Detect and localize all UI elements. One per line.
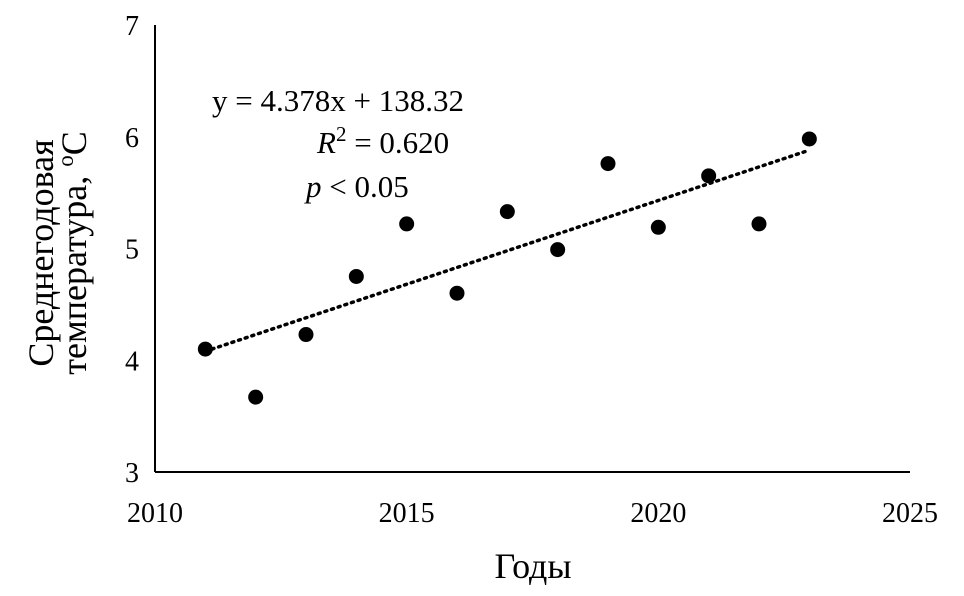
x-tick-label: 2015 xyxy=(379,498,435,529)
data-point xyxy=(751,216,767,232)
trendline-group xyxy=(203,148,812,354)
y-axis-title-line2: температура, oC xyxy=(53,131,94,375)
y-tick-label: 4 xyxy=(125,346,139,377)
r2-superscript: 2 xyxy=(336,122,347,146)
r2-symbol: R xyxy=(316,125,336,160)
data-point xyxy=(248,389,264,405)
y-axis-title-text: температура, xyxy=(54,167,94,375)
p-symbol: p xyxy=(304,169,322,204)
x-tick-labels: 2010 2015 2020 2025 xyxy=(127,498,938,529)
y-tick-label: 6 xyxy=(125,123,139,154)
data-point xyxy=(801,131,817,147)
r2-value: = 0.620 xyxy=(346,125,449,160)
degree-superscript: o xyxy=(53,155,78,167)
y-axis-title-line1: Среднегодовая xyxy=(21,139,61,366)
unit-celsius: C xyxy=(54,131,94,155)
x-tick-label: 2010 xyxy=(127,498,183,529)
data-point xyxy=(298,327,314,343)
r-squared-annotation: R2 = 0.620 xyxy=(316,122,449,160)
data-point xyxy=(550,242,566,258)
y-tick-label: 3 xyxy=(125,458,139,489)
data-point xyxy=(701,168,717,184)
x-axis-title: Годы xyxy=(494,546,571,586)
p-value-annotation: p < 0.05 xyxy=(304,169,409,204)
data-point xyxy=(499,204,515,220)
data-point xyxy=(399,216,415,232)
data-point xyxy=(449,285,465,301)
x-tick-label: 2025 xyxy=(882,498,938,529)
data-point xyxy=(600,156,616,172)
regression-equation: y = 4.378x + 138.32 xyxy=(212,83,464,118)
y-tick-label: 5 xyxy=(125,235,139,266)
y-tick-label: 7 xyxy=(125,11,139,42)
data-points xyxy=(197,131,817,405)
data-point xyxy=(650,219,666,235)
y-axis-title: Среднегодовая температура, oC xyxy=(21,131,94,375)
data-point xyxy=(197,341,213,357)
data-point xyxy=(348,268,364,284)
p-value: < 0.05 xyxy=(322,169,409,204)
x-tick-label: 2020 xyxy=(630,498,686,529)
y-tick-labels: 3 4 5 6 7 xyxy=(125,11,139,489)
trendline xyxy=(203,148,812,354)
axes xyxy=(154,25,910,473)
